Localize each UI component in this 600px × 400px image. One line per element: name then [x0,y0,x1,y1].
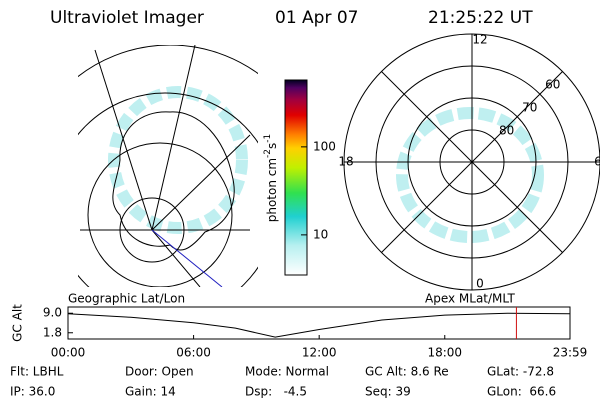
colorbar-exponent: -2 [263,149,273,158]
meridian [151,134,251,231]
x-tick-label: 23:59 [553,346,588,360]
colorbar [284,79,308,276]
colorbar-unit: photon cm [265,158,279,222]
status-field: GC Alt: 8.6 Re [365,365,449,379]
lat-ring [375,65,569,259]
meridian [151,229,201,287]
colorbar-tick-label: 10 [313,227,328,241]
time: 21:25:22 UT [428,8,533,28]
y-tick-label: 1.8 [43,325,62,339]
lat-circle [78,92,258,287]
mlt-label: 18 [338,155,353,169]
title: Ultraviolet Imager [50,8,204,28]
y-tick-label: 9.0 [43,306,62,320]
colorbar-exponent: -1 [263,134,273,143]
altitude-axis-label: GC Alt [11,304,25,342]
colorbar-unit: s [265,143,279,149]
status-field: IP: 36.0 [10,385,55,399]
x-tick-label: 06:00 [176,346,211,360]
status-field: GLat: -72.8 [487,365,554,379]
lat-ring [439,129,505,195]
right-panel-label: Apex MLat/MLT [425,292,515,306]
left-panel-label: Geographic Lat/Lon [68,292,185,306]
x-tick-label: 12:00 [302,346,337,360]
status-field: Gain: 14 [125,385,176,399]
lat-ring-label: 80 [499,123,514,137]
x-tick-label: 00:00 [51,346,86,360]
date: 01 Apr 07 [275,8,358,28]
mlt-label: 6 [594,155,600,169]
mlt-line [381,71,563,253]
globe [78,45,258,287]
antarctica [112,111,235,251]
colorbar-label: photon cm-2s-1 [263,134,279,223]
status-field: GLon: 66.6 [487,385,556,399]
status-field: Flt: LBHL [10,365,64,379]
lat-ring [407,97,537,227]
meridian [94,49,153,231]
lat-ring-label: 60 [545,77,560,91]
x-tick-label: 18:00 [427,346,462,360]
status-field: Dsp: -4.5 [245,385,307,399]
colorbar-tick-label: 100 [313,139,336,153]
mlt-label: 0 [476,277,484,291]
status-field: Seq: 39 [365,385,411,399]
status-field: Mode: Normal [245,365,329,379]
altitude-line [67,312,571,338]
meridian [151,45,196,231]
status-field: Door: Open [125,365,194,379]
terminator [151,229,223,287]
aurora-oval [396,107,544,243]
mlt-label: 12 [472,33,487,47]
lat-circle [87,142,233,287]
lat-ring-label: 70 [522,100,537,114]
